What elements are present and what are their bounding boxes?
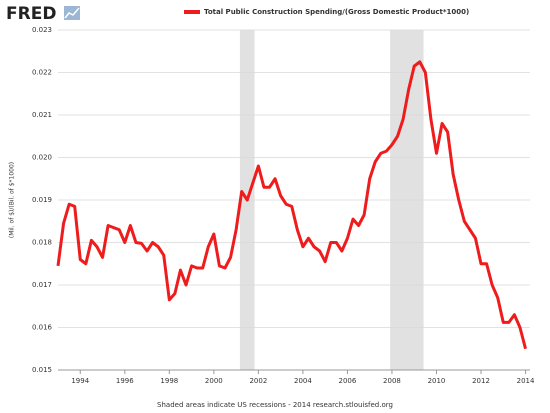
x-tick-label: 2006 xyxy=(339,377,357,385)
x-tick-label: 1994 xyxy=(71,377,89,385)
x-tick-label: 2010 xyxy=(428,377,446,385)
x-tick-label: 2004 xyxy=(294,377,312,385)
y-tick-label: 0.015 xyxy=(32,366,52,374)
y-tick-label: 0.021 xyxy=(32,111,52,119)
y-tick-label: 0.017 xyxy=(32,281,52,289)
y-axis-label: (Mil. of $)/(Bil. of $*1000) xyxy=(9,162,16,238)
x-tick-label: 1998 xyxy=(160,377,178,385)
x-tick-label: 2012 xyxy=(472,377,490,385)
legend-label: Total Public Construction Spending/(Gros… xyxy=(204,8,469,16)
x-tick-label: 1996 xyxy=(116,377,134,385)
x-tick-label: 2014 xyxy=(517,377,535,385)
x-tick-label: 2002 xyxy=(249,377,267,385)
logo-icon xyxy=(64,6,80,20)
x-tick-label: 2008 xyxy=(383,377,401,385)
x-tick-label: 2000 xyxy=(205,377,223,385)
footer: Shaded areas indicate US recessions - 20… xyxy=(157,401,393,409)
y-tick-label: 0.022 xyxy=(32,69,52,77)
y-tick-label: 0.016 xyxy=(32,324,53,332)
logo: FRED xyxy=(6,4,56,24)
data-line xyxy=(56,60,527,350)
y-tick-label: 0.020 xyxy=(32,154,52,162)
y-tick-label: 0.023 xyxy=(32,26,52,34)
y-tick-label: 0.018 xyxy=(32,239,52,247)
y-tick-label: 0.019 xyxy=(32,196,52,204)
